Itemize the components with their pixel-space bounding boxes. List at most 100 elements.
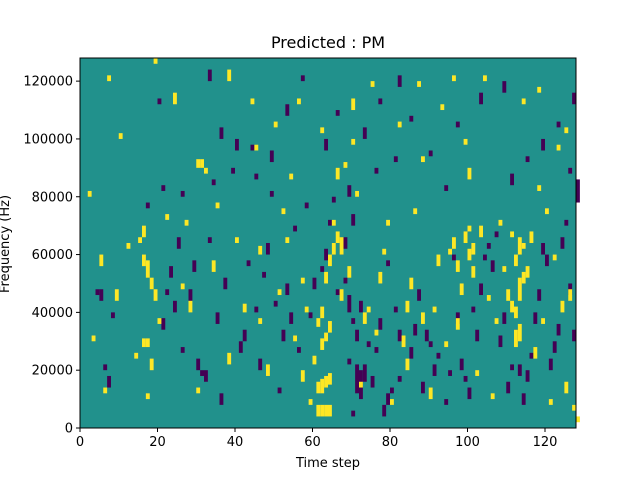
heatmap-cell-low: [196, 358, 201, 371]
heatmap-cell-high: [409, 277, 414, 290]
heatmap-cell-high: [382, 248, 387, 255]
heatmap-cell-high: [316, 381, 321, 394]
x-tick-label: 60: [304, 435, 321, 450]
heatmap-cell-high: [343, 162, 348, 168]
heatmap-cell-low: [331, 196, 336, 203]
heatmap-cell-high: [339, 237, 344, 255]
heatmap-cell-low: [417, 289, 421, 301]
heatmap-cell-high: [517, 277, 522, 301]
heatmap-cell-low: [328, 219, 332, 226]
heatmap-cell-low: [347, 358, 352, 365]
heatmap-cell-low: [211, 179, 216, 186]
heatmap-cell-low: [572, 329, 576, 342]
heatmap-cell-low: [560, 237, 565, 249]
heatmap-cell-low: [192, 260, 197, 272]
y-tick-label: 60000: [32, 248, 73, 263]
x-tick-label: 80: [382, 435, 399, 450]
heatmap-cell-low: [289, 312, 294, 324]
heatmap-cell-low: [207, 69, 212, 82]
heatmap-cell-high: [568, 289, 573, 301]
heatmap-cell-low: [421, 381, 425, 394]
heatmap-cell-high: [184, 219, 189, 226]
heatmap-cell-high: [134, 352, 139, 359]
x-tick-label: 40: [227, 435, 244, 450]
heatmap-cell-low: [204, 370, 208, 382]
heatmap-cell-low: [180, 347, 185, 353]
heatmap-cell-high: [331, 219, 336, 226]
heatmap-cell-low: [548, 358, 553, 371]
heatmap-cell-high: [413, 208, 418, 215]
heatmap-cell-low: [262, 271, 266, 278]
heatmap-cell-low: [285, 283, 290, 296]
heatmap-cell-low: [502, 312, 507, 324]
heatmap-cell-high: [366, 306, 371, 313]
heatmap-cell-high: [204, 167, 208, 174]
heatmap-cell-low: [374, 167, 379, 174]
heatmap-cell-high: [421, 312, 425, 324]
heatmap-cell-high: [339, 289, 344, 301]
heatmap-cell-high: [328, 404, 332, 417]
heatmap-cell-low: [359, 300, 363, 313]
heatmap-cell-low: [254, 173, 259, 180]
heatmap-cell-high: [498, 219, 503, 226]
heatmap-cell-low: [393, 306, 398, 313]
heatmap-cell-high: [281, 208, 286, 215]
heatmap-cell-low: [506, 381, 511, 394]
heatmap-cell-low: [242, 329, 247, 342]
heatmap-cell-low: [293, 225, 297, 232]
heatmap-cell-low: [99, 289, 104, 301]
heatmap-cell-high: [142, 254, 146, 267]
heatmap-cell-high: [142, 338, 146, 348]
heatmap-cell-high: [548, 399, 553, 405]
heatmap-cell-high: [355, 190, 359, 197]
plot-area: [80, 58, 580, 428]
heatmap-cell-high: [200, 159, 204, 168]
heatmap-cell-low: [444, 399, 449, 405]
heatmap-cell-low: [95, 289, 100, 296]
heatmap-cell-high: [417, 81, 421, 87]
heatmap-cell-low: [200, 370, 204, 376]
heatmap-cell-high: [103, 387, 108, 394]
heatmap-cell-low: [572, 92, 576, 105]
heatmap-cell-low: [510, 364, 514, 371]
heatmap-cell-high: [471, 243, 476, 255]
heatmap-cell-high: [467, 248, 472, 261]
heatmap-cell-high: [324, 404, 328, 417]
heatmap-cell-low: [370, 375, 375, 388]
heatmap-cell-low: [157, 98, 162, 105]
heatmap-cell-low: [366, 341, 371, 348]
heatmap-cell-high: [386, 219, 390, 226]
heatmap-cell-high: [87, 190, 92, 197]
heatmap-cell-high: [320, 127, 325, 134]
heatmap-cell-high: [227, 352, 232, 365]
heatmap-cell-high: [320, 338, 325, 350]
heatmap-cell-low: [362, 364, 367, 382]
heatmap-cell-high: [254, 144, 259, 151]
heatmap-cell-high: [308, 399, 313, 405]
axes: 0 20 40 60 80 100 120 0 20000 40000 60000 80000 1000…: [23, 57, 577, 450]
heatmap-cell-low: [145, 202, 150, 209]
heatmap-cell-high: [149, 358, 154, 371]
heatmap-cell-low: [165, 289, 170, 296]
heatmap-cell-high: [211, 260, 216, 272]
heatmap-cell-low: [479, 283, 483, 296]
x-tick-label: 0: [76, 435, 84, 450]
heatmap-cell-low: [176, 237, 181, 249]
heatmap-cell-low: [300, 75, 305, 82]
heatmap-cell-high: [328, 373, 332, 385]
heatmap-cell-high: [250, 98, 255, 105]
heatmap-cell-high: [514, 329, 518, 348]
heatmap-cell-low: [517, 364, 522, 376]
heatmap-cell-low: [111, 312, 115, 319]
heatmap-cell-high: [529, 231, 534, 243]
heatmap-cell-high: [277, 289, 282, 296]
heatmap-cell-low: [556, 121, 561, 128]
heatmap-cell-high: [359, 381, 363, 388]
heatmap-cell-low: [351, 214, 356, 226]
heatmap-cell-high: [490, 393, 495, 400]
heatmap-cell-low: [374, 347, 379, 353]
heatmap-cell-high: [405, 300, 410, 313]
heatmap-cell-high: [483, 75, 487, 82]
x-tick-label: 20: [149, 435, 166, 450]
heatmap-cell-high: [180, 283, 185, 290]
